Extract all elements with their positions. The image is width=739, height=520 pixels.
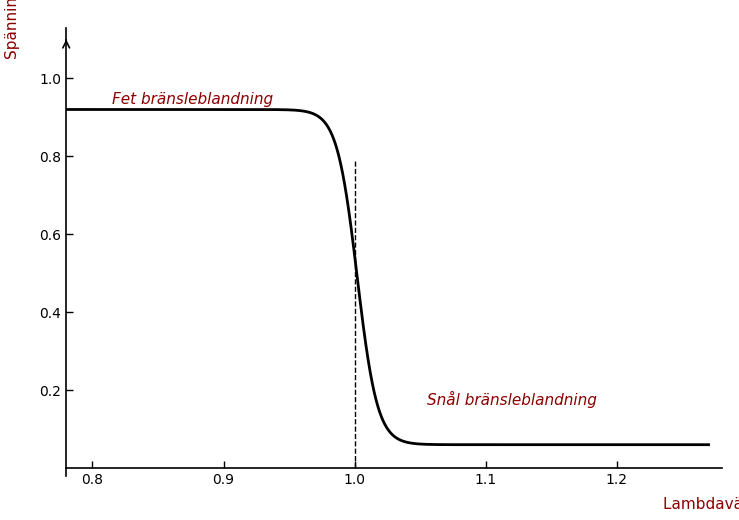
Text: Fet bränsleblandning: Fet bränsleblandning [112,92,273,107]
Y-axis label: Spänning (V): Spänning (V) [5,0,20,59]
X-axis label: Lambdavärde (λ): Lambdavärde (λ) [663,496,739,511]
Text: Snål bränsleblandning: Snål bränsleblandning [426,392,596,408]
